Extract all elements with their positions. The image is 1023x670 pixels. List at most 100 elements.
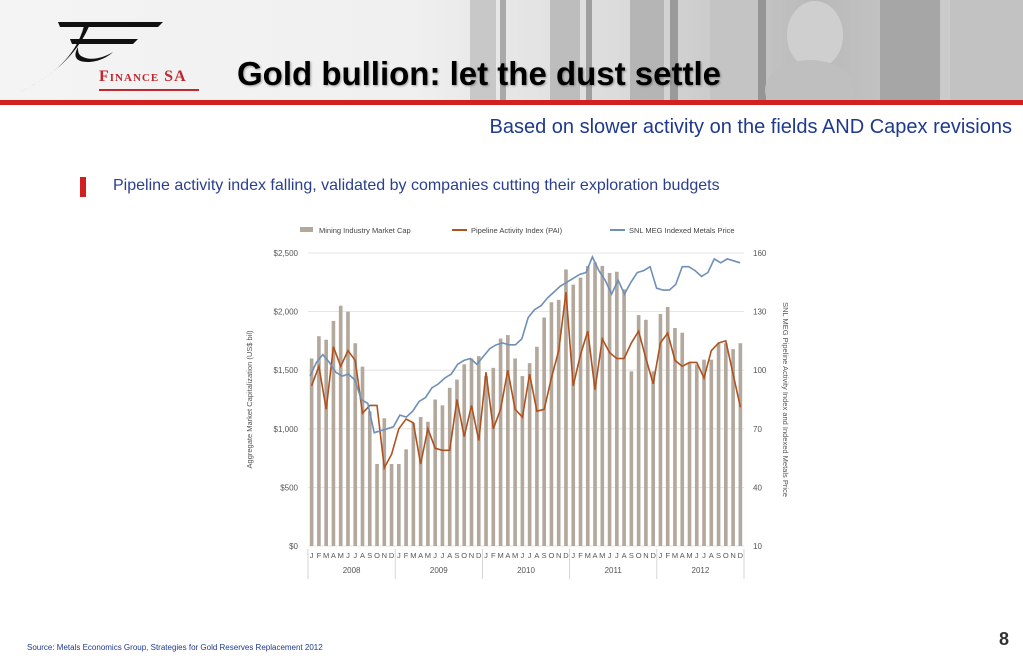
- x-month-label: J: [346, 551, 350, 560]
- x-month-label: S: [629, 551, 634, 560]
- x-month-label: D: [476, 551, 482, 560]
- market-cap-bar: [724, 343, 728, 546]
- y2-axis-title: SNL MEG Pipeline Activity Index and Inde…: [781, 302, 790, 497]
- header-banner: [0, 0, 1023, 103]
- x-year-label: 2009: [430, 566, 448, 575]
- x-month-label: N: [469, 551, 474, 560]
- x-month-label: M: [323, 551, 329, 560]
- bullet-text: Pipeline activity index falling, validat…: [113, 177, 720, 194]
- y2-tick-label: 100: [753, 366, 767, 375]
- y-tick-label: $2,500: [274, 249, 299, 258]
- x-month-label: J: [520, 551, 524, 560]
- metals-price-line: [309, 254, 741, 434]
- x-month-label: M: [410, 551, 416, 560]
- x-month-label: O: [461, 551, 467, 560]
- bullet-marker: [80, 177, 86, 197]
- market-cap-bar: [404, 449, 408, 546]
- x-month-label: M: [425, 551, 431, 560]
- market-cap-bar: [738, 343, 743, 546]
- x-month-label: A: [331, 551, 336, 560]
- y-tick-label: $0: [289, 542, 298, 551]
- finance-sa-logo-mark: [20, 22, 163, 92]
- x-month-label: D: [389, 551, 395, 560]
- slide-subtitle: Based on slower activity on the fields A…: [489, 116, 1012, 138]
- y-tick-label: $1,500: [274, 366, 299, 375]
- y-tick-label: $2,000: [274, 308, 299, 317]
- market-cap-bar: [702, 359, 706, 546]
- x-month-label: J: [608, 551, 612, 560]
- market-cap-bar: [578, 277, 583, 546]
- y-axis-title: Aggregate Market Capitalization (US$ bil…: [245, 330, 254, 468]
- market-cap-bar: [346, 311, 350, 546]
- market-cap-bar: [694, 364, 699, 546]
- x-month-label: J: [702, 551, 706, 560]
- market-cap-bar: [607, 272, 612, 546]
- market-cap-bar: [709, 359, 714, 546]
- x-month-label: J: [571, 551, 575, 560]
- x-month-label: S: [454, 551, 459, 560]
- x-month-label: M: [672, 551, 678, 560]
- market-cap-bar: [673, 328, 677, 546]
- x-month-label: A: [593, 551, 598, 560]
- market-cap-bar: [615, 271, 619, 546]
- x-month-label: O: [549, 551, 555, 560]
- market-cap-bar: [389, 463, 394, 546]
- x-month-label: A: [447, 551, 452, 560]
- y-tick-label: $500: [280, 483, 298, 492]
- x-year-label: 2010: [517, 566, 535, 575]
- x-month-label: A: [360, 551, 365, 560]
- x-month-label: S: [716, 551, 721, 560]
- market-cap-bar: [426, 421, 430, 546]
- market-cap-bar: [556, 299, 561, 546]
- x-month-label: N: [730, 551, 735, 560]
- market-cap-bar: [324, 339, 328, 546]
- market-cap-bar: [317, 336, 321, 546]
- x-month-label: J: [441, 551, 445, 560]
- x-month-label: J: [433, 551, 437, 560]
- x-month-label: M: [497, 551, 503, 560]
- market-cap-bar: [476, 356, 481, 546]
- market-cap-bar: [665, 306, 670, 546]
- x-month-label: N: [556, 551, 561, 560]
- market-cap-bar: [535, 346, 539, 546]
- x-month-label: A: [534, 551, 539, 560]
- market-cap-bar: [680, 332, 685, 546]
- x-month-label: A: [680, 551, 685, 560]
- y-tick-label: $1,000: [274, 425, 299, 434]
- building-columns-image: [470, 0, 1023, 103]
- x-month-label: O: [374, 551, 380, 560]
- x-month-label: A: [418, 551, 423, 560]
- x-month-label: N: [643, 551, 648, 560]
- market-cap-bar: [636, 315, 641, 546]
- legend-swatch-bar: [300, 227, 313, 232]
- market-cap-bar: [622, 289, 626, 546]
- market-cap-bar: [571, 284, 576, 546]
- x-month-label: A: [622, 551, 627, 560]
- source-note: Source: Metals Economics Group, Strategi…: [27, 643, 323, 652]
- market-cap-bar: [447, 387, 452, 546]
- y2-tick-label: 40: [753, 483, 762, 492]
- market-cap-bar: [687, 363, 692, 546]
- x-month-label: J: [397, 551, 401, 560]
- y2-tick-label: 70: [753, 425, 762, 434]
- logo-underline: [99, 89, 199, 91]
- market-cap-bar: [527, 363, 532, 546]
- market-cap-bar: [367, 411, 372, 546]
- market-cap-bar: [440, 405, 445, 546]
- x-month-label: F: [665, 551, 670, 560]
- legend-label: SNL MEG Indexed Metals Price: [629, 226, 735, 235]
- market-cap-bar: [513, 358, 517, 546]
- market-cap-bar: [418, 417, 423, 546]
- legend-label: Mining Industry Market Cap: [319, 226, 411, 235]
- x-month-label: M: [338, 551, 344, 560]
- market-cap-bar: [433, 399, 437, 546]
- x-month-label: J: [310, 551, 314, 560]
- market-cap-bar: [491, 367, 496, 546]
- x-month-label: M: [585, 551, 591, 560]
- market-cap-bar: [411, 422, 416, 546]
- market-cap-bar: [331, 320, 336, 546]
- x-month-label: J: [484, 551, 488, 560]
- x-month-label: J: [695, 551, 699, 560]
- market-cap-bar: [462, 364, 467, 546]
- x-year-label: 2011: [605, 566, 623, 575]
